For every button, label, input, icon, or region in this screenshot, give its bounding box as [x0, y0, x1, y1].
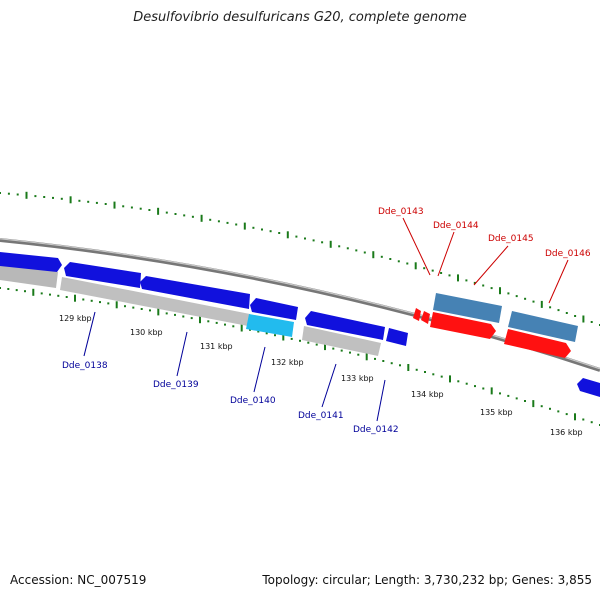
gene-cyan — [246, 314, 294, 337]
forward-gene-track — [0, 252, 600, 397]
gene-label: Dde_0138 — [62, 361, 108, 371]
gene-steel-2 — [508, 311, 578, 342]
gene-blue-5 — [305, 311, 385, 340]
gene-leader-line — [473, 245, 509, 286]
scale-label: 133 kbp — [341, 374, 374, 383]
genome-summary-text: Topology: circular; Length: 3,730,232 bp… — [262, 573, 592, 587]
gene-label: Dde_0143 — [378, 207, 424, 217]
gene-label: Dde_0139 — [153, 380, 199, 390]
gene-leader-line — [83, 311, 96, 357]
gene-red-2 — [421, 311, 430, 324]
gene-leader-line — [376, 379, 386, 422]
gene-label: Dde_0146 — [545, 249, 591, 259]
gene-gray-2 — [60, 277, 250, 326]
gene-leader-line — [402, 217, 431, 276]
scale-label-group: 129 kbp 130 kbp 131 kbp 132 kbp 133 kbp 134 k… — [59, 314, 583, 437]
rna-gray-track — [0, 264, 381, 356]
gene-label: Dde_0140 — [230, 396, 276, 406]
scale-label: 129 kbp — [59, 314, 92, 323]
gene-label: Dde_0142 — [353, 425, 399, 435]
scale-label: 132 kbp — [271, 358, 304, 367]
gene-red-1 — [413, 308, 421, 321]
gene-blue-2 — [64, 262, 141, 288]
map-title: Desulfovibrio desulfuricans G20, complet… — [133, 10, 467, 25]
backbone-light — [0, 238, 600, 370]
gene-label: Dde_0141 — [298, 411, 344, 421]
gene-blue-6 — [386, 328, 408, 346]
backbone-track — [0, 238, 600, 372]
gene-leader-line — [253, 346, 266, 393]
accession-text: Accession: NC_007519 — [10, 573, 147, 587]
scale-label: 135 kbp — [480, 408, 513, 417]
gene-leader-line — [437, 231, 455, 277]
gene-leader-line — [176, 331, 188, 377]
reverse-gene-track — [413, 308, 571, 358]
backbone-dark — [0, 238, 600, 372]
gene-red-4 — [504, 329, 571, 358]
gene-red-3 — [430, 312, 496, 339]
scale-label: 136 kbp — [550, 428, 583, 437]
gene-label: Dde_0145 — [488, 234, 534, 244]
gene-steel-1 — [433, 293, 502, 323]
gene-blue-1 — [0, 252, 62, 272]
scale-label: 134 kbp — [411, 390, 444, 399]
gene-leader-line — [548, 259, 569, 304]
gene-blue-3 — [140, 276, 250, 309]
scale-label: 130 kbp — [130, 328, 163, 337]
scale-label: 131 kbp — [200, 342, 233, 351]
gene-gray-3 — [302, 326, 381, 356]
gene-label-group: Dde_0138 Dde_0139 Dde_0140 Dde_0141 Dde_0142… — [62, 207, 591, 435]
gene-blue-4 — [250, 298, 298, 320]
gene-blue-7 — [577, 378, 600, 397]
gene-label: Dde_0144 — [433, 221, 479, 231]
inner-tick-ring — [0, 287, 600, 426]
outer-tick-ring — [0, 191, 600, 326]
steelblue-gene-track — [433, 293, 578, 342]
gene-leader-line — [321, 363, 337, 408]
